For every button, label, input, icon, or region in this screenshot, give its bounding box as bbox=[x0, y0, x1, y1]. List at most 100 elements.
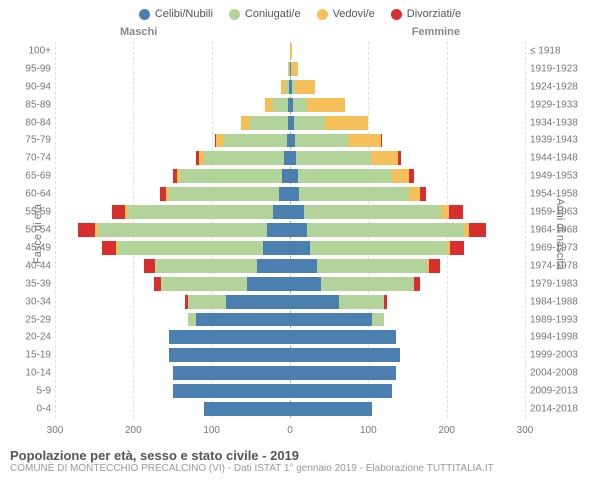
birth-label: 1979-1983 bbox=[530, 278, 595, 289]
age-label: 85-89 bbox=[17, 99, 51, 110]
pyramid-row: 5-92009-2013 bbox=[55, 382, 525, 400]
legend-item: Divorziati/e bbox=[391, 8, 461, 20]
legend-label: Vedovi/e bbox=[333, 8, 375, 20]
footer: Popolazione per età, sesso e stato civil… bbox=[0, 444, 600, 474]
bar-segment-male bbox=[199, 151, 204, 165]
birth-label: 1954-1958 bbox=[530, 189, 595, 200]
bar-segment-male bbox=[265, 98, 273, 112]
pyramid-row: 90-941924-1928 bbox=[55, 78, 525, 96]
bar-segment-male bbox=[154, 277, 160, 291]
bar-segment-female bbox=[304, 205, 441, 219]
bar-segment-female bbox=[409, 187, 420, 201]
bar-segment-male bbox=[102, 241, 116, 255]
x-tick: 300 bbox=[517, 425, 534, 436]
x-tick: 200 bbox=[438, 425, 455, 436]
bar-segment-female bbox=[290, 187, 299, 201]
bar-segment-male bbox=[169, 348, 290, 362]
pyramid-row: 25-291989-1993 bbox=[55, 311, 525, 329]
legend-item: Celibi/Nubili bbox=[139, 8, 213, 20]
legend-label: Divorziati/e bbox=[407, 8, 461, 20]
bar-segment-male bbox=[273, 98, 289, 112]
bar-segment-female bbox=[290, 402, 372, 416]
birth-label: 1919-1923 bbox=[530, 63, 595, 74]
birth-label: 1939-1943 bbox=[530, 135, 595, 146]
bar-segment-male bbox=[279, 187, 290, 201]
bar-segment-male bbox=[169, 187, 279, 201]
x-tick: 100 bbox=[203, 425, 220, 436]
bar-segment-female bbox=[372, 313, 384, 327]
bar-segment-female bbox=[290, 330, 396, 344]
bar-segment-male bbox=[98, 223, 266, 237]
age-label: 20-24 bbox=[17, 332, 51, 343]
bar-segment-female bbox=[290, 259, 317, 273]
pyramid-row: 45-491969-1973 bbox=[55, 239, 525, 257]
bar-segment-male bbox=[204, 151, 284, 165]
bar-segment-female bbox=[441, 205, 449, 219]
legend-item: Coniugati/e bbox=[229, 8, 301, 20]
bar-segment-male bbox=[286, 80, 289, 94]
pyramid-row: 100+≤ 1918 bbox=[55, 42, 525, 60]
bar-segment-female bbox=[290, 295, 339, 309]
bar-segment-female bbox=[325, 116, 368, 130]
pyramid-row: 20-241994-1998 bbox=[55, 328, 525, 346]
age-label: 0-4 bbox=[17, 404, 51, 415]
age-label: 30-34 bbox=[17, 296, 51, 307]
birth-label: 1934-1938 bbox=[530, 117, 595, 128]
bar-segment-female bbox=[295, 134, 348, 148]
bar-segment-female bbox=[307, 223, 464, 237]
legend: Celibi/Nubili Coniugati/e Vedovi/e Divorzia… bbox=[0, 0, 600, 24]
bar-segment-male bbox=[224, 134, 287, 148]
bar-segment-male bbox=[215, 134, 217, 148]
birth-label: 1949-1953 bbox=[530, 171, 595, 182]
age-label: 35-39 bbox=[17, 278, 51, 289]
bar-segment-female bbox=[295, 80, 315, 94]
birth-label: 2014-2018 bbox=[530, 404, 595, 415]
bar-segment-female bbox=[414, 277, 420, 291]
pyramid-row: 85-891929-1933 bbox=[55, 96, 525, 114]
birth-label: 1959-1963 bbox=[530, 207, 595, 218]
bar-segment-female bbox=[290, 384, 392, 398]
legend-dot bbox=[391, 9, 402, 20]
x-tick: 0 bbox=[287, 425, 293, 436]
bar-segment-male bbox=[177, 169, 180, 183]
bar-segment-female bbox=[290, 277, 321, 291]
pyramid-row: 70-741944-1948 bbox=[55, 149, 525, 167]
bar-segment-male bbox=[128, 205, 273, 219]
pyramid-row: 10-142004-2008 bbox=[55, 364, 525, 382]
plot-area: 3002001000100200300100+≤ 191895-991919-1… bbox=[55, 42, 525, 418]
bar-segment-female bbox=[310, 241, 447, 255]
bar-segment-male bbox=[196, 151, 199, 165]
bar-segment-female bbox=[307, 98, 345, 112]
bar-segment-male bbox=[173, 384, 291, 398]
birth-label: ≤ 1918 bbox=[530, 45, 595, 56]
bar-segment-female bbox=[290, 169, 298, 183]
bar-segment-female bbox=[290, 348, 400, 362]
bar-segment-female bbox=[348, 134, 381, 148]
bar-segment-male bbox=[281, 80, 286, 94]
pyramid-row: 80-841934-1938 bbox=[55, 114, 525, 132]
x-tick: 200 bbox=[125, 425, 142, 436]
age-label: 75-79 bbox=[17, 135, 51, 146]
bar-segment-female bbox=[296, 151, 370, 165]
birth-label: 1929-1933 bbox=[530, 99, 595, 110]
bar-segment-female bbox=[299, 187, 409, 201]
age-label: 55-59 bbox=[17, 207, 51, 218]
chart-area: Maschi Femmine Fasce di età Anni di nasc… bbox=[0, 24, 600, 444]
age-label: 45-49 bbox=[17, 242, 51, 253]
bar-segment-male bbox=[204, 402, 290, 416]
bar-segment-male bbox=[288, 62, 290, 76]
bar-segment-male bbox=[196, 313, 290, 327]
bar-segment-female bbox=[398, 151, 401, 165]
bar-segment-male bbox=[267, 223, 291, 237]
pyramid-row: 35-391979-1983 bbox=[55, 275, 525, 293]
pyramid-row: 15-191999-2003 bbox=[55, 346, 525, 364]
bar-segment-male bbox=[173, 169, 178, 183]
age-label: 5-9 bbox=[17, 386, 51, 397]
bar-segment-female bbox=[429, 259, 440, 273]
bar-segment-male bbox=[226, 295, 290, 309]
bar-segment-female bbox=[339, 295, 384, 309]
birth-label: 1984-1988 bbox=[530, 296, 595, 307]
pyramid-row: 60-641954-1958 bbox=[55, 185, 525, 203]
bar-segment-male bbox=[188, 295, 226, 309]
bar-segment-male bbox=[161, 277, 247, 291]
